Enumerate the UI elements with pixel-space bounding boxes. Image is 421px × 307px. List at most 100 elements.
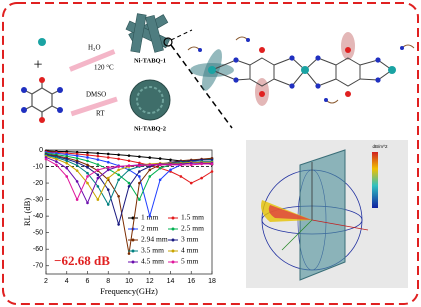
colorbar [372,152,378,208]
point [86,166,89,169]
point [107,169,110,172]
point [128,182,131,185]
point [180,175,183,178]
x-tick-label: 18 [208,278,216,285]
point [86,164,89,167]
reaction-1-above: H₂O [88,44,101,52]
point [76,157,79,160]
y-tick-label: -20 [33,180,43,187]
point [200,163,203,166]
y-tick-label: -10 [33,163,43,170]
point [86,182,89,185]
point [128,169,131,172]
point [159,178,162,181]
point [148,156,151,159]
point [86,172,89,175]
legend-label: 4 mm [181,246,198,255]
point [117,158,120,161]
point [117,165,120,168]
point [117,223,120,226]
legend-label: 2 mm [141,224,158,233]
point [97,158,100,161]
point [117,195,120,198]
point [97,163,100,166]
x-axis-label: Frequency(GHz) [100,286,158,296]
point [117,178,120,181]
point [97,198,100,201]
legend-marker [172,228,175,231]
point [138,170,141,173]
point [180,164,183,167]
point [169,158,172,161]
point [159,157,162,160]
annotation: −62.68 dB [54,253,110,268]
point [169,164,172,167]
reaction-2-below: RT [96,110,105,118]
graphical-abstract: + H₂O 120 °C DMSO RT Ni-TABQ-1 Ni-TABQ-2 [0,0,421,307]
point [159,167,162,170]
point [159,164,162,167]
product-2: Ni-TABQ-2 [134,125,166,132]
legend-label: 3.5 mm [141,246,164,255]
point [65,175,68,178]
reaction-1-below: 120 °C [94,64,114,72]
point [65,162,68,165]
point [55,164,58,167]
point [107,203,110,206]
y-axis-label: RL (dB) [22,198,32,226]
point [148,164,151,167]
point [211,170,214,173]
point [107,166,110,169]
point [169,169,172,172]
legend-label: 4.5 mm [141,257,164,266]
x-tick-label: 12 [146,278,154,285]
x-tick-label: 16 [187,278,195,285]
product-1: Ni-TABQ-1 [134,57,166,64]
legend-label: 2.5 mm [181,224,204,233]
y-tick-label: 0 [39,147,43,154]
point [86,175,89,178]
point [65,167,68,170]
y-tick-label: -60 [33,246,43,253]
point [138,155,141,158]
x-tick-label: 2 [44,278,48,285]
point [117,169,120,172]
plus: + [33,57,42,74]
point [45,158,48,161]
point [76,154,79,157]
point [55,158,58,161]
point [97,169,100,172]
point [97,174,100,177]
ni-atom [38,38,46,46]
point [117,153,120,156]
point [200,177,203,180]
point [86,202,89,205]
point [190,182,193,185]
point [76,198,79,201]
legend-marker [172,250,175,253]
point [97,185,100,188]
point [128,154,131,157]
point [76,180,79,183]
legend-marker [172,261,175,264]
y-tick-label: -40 [33,213,43,220]
legend-marker [172,239,175,242]
simulation-3d: dB/m^2 [246,140,408,288]
point [117,174,120,177]
reaction-2-above: DMSO [86,91,106,99]
y-tick-label: -30 [33,196,43,203]
point [55,160,58,163]
point [97,155,100,158]
point [107,161,110,164]
point [128,164,131,167]
point [97,177,100,180]
point [97,152,100,155]
point [148,169,151,172]
point [128,252,131,255]
legend-label: 2.94 mm [141,235,168,244]
point [86,156,89,159]
legend-label: 1.5 mm [181,213,204,222]
point [107,156,110,159]
point [107,153,110,156]
x-tick-label: 14 [167,278,175,285]
